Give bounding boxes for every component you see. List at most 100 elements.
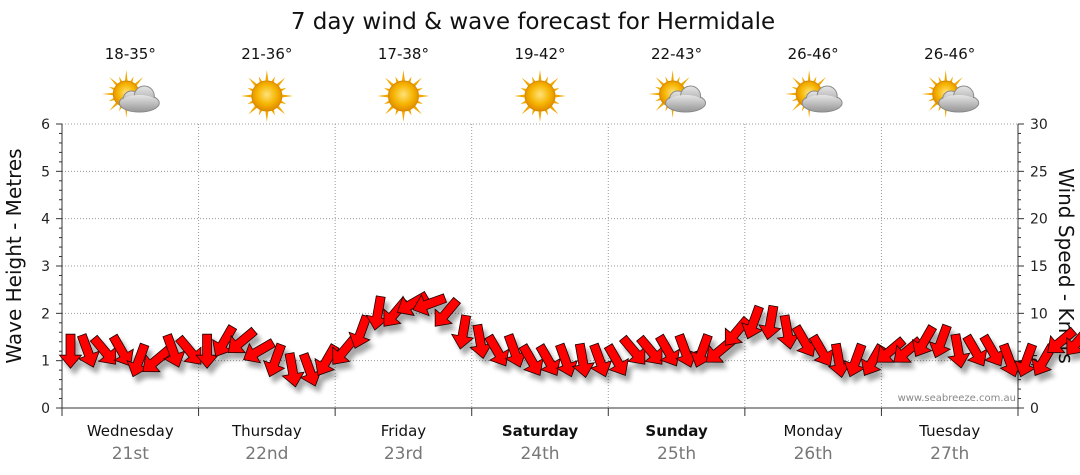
sun-ray	[240, 94, 253, 98]
wind-arrow	[412, 293, 448, 317]
sun-ray	[785, 92, 798, 96]
wind-arrow	[162, 333, 186, 368]
sunny-icon	[240, 70, 293, 122]
wind-arrow	[108, 333, 134, 367]
wind-arrow	[175, 334, 202, 365]
sun-ray	[944, 70, 948, 83]
day-date-label: 22nd	[245, 444, 288, 464]
wind-arrow	[758, 304, 782, 341]
left-tick-label: 5	[41, 164, 50, 180]
day-name-label: Tuesday	[918, 422, 980, 440]
wind-arrow	[243, 338, 276, 364]
sun-ray	[265, 70, 269, 83]
temp-range-label: 17-38°	[378, 45, 429, 63]
left-axis-ticks: 0 1 2 3 4 5 6	[41, 117, 62, 417]
sun-ray	[548, 104, 559, 115]
cloud-shape	[665, 85, 707, 113]
sunny-icon	[514, 70, 566, 122]
wind-arrow	[741, 304, 764, 340]
wind-arrow	[1066, 325, 1080, 356]
sun-ray	[417, 94, 430, 98]
sun-ray	[538, 70, 542, 83]
sunny-icon	[377, 70, 430, 122]
sun-ray	[953, 77, 963, 87]
wind-arrow	[947, 333, 971, 369]
sun-ray	[275, 77, 286, 88]
sun-ray	[133, 77, 144, 87]
wind-series	[58, 290, 1080, 388]
wind-arrow	[227, 326, 258, 354]
cloud-shape	[118, 85, 160, 113]
sun-disc	[387, 80, 419, 112]
wind-arrow	[58, 333, 83, 369]
cloud-shape	[938, 85, 980, 113]
wind-arrow	[434, 296, 462, 327]
sun-ray	[679, 77, 690, 87]
left-tick-label: 0	[41, 401, 50, 417]
sun-ray	[109, 101, 119, 111]
sun-ray	[401, 109, 406, 122]
sun-ray	[792, 77, 802, 87]
day-date-label: 27th	[930, 444, 969, 464]
wind-arrow	[928, 323, 952, 359]
day-date-label: 24th	[520, 444, 559, 464]
temp-range-label: 18-35°	[105, 45, 156, 63]
sun-ray	[385, 104, 395, 115]
sun-ray	[514, 94, 527, 98]
sun-ray	[248, 104, 259, 115]
sun-ray	[655, 101, 666, 111]
right-tick-label: 30	[1030, 117, 1048, 133]
wind-arrow	[603, 343, 629, 376]
sun-ray	[521, 104, 532, 115]
sun-ray	[538, 109, 542, 122]
wind-arrow	[77, 333, 100, 368]
wind-arrow	[450, 314, 475, 350]
sun-ray	[265, 109, 269, 122]
sun-ray	[921, 92, 934, 96]
sun-disc	[251, 80, 283, 112]
sun-ray	[521, 77, 532, 88]
wind-arrow	[674, 333, 698, 368]
wind-arrow	[1047, 326, 1078, 354]
chart-title: 7 day wind & wave forecast for Hermidale	[291, 9, 775, 35]
right-tick-label: 10	[1030, 306, 1048, 322]
right-tick-label: 0	[1030, 401, 1039, 417]
partly-cloudy-icon	[102, 70, 160, 118]
wind-arrow	[281, 352, 305, 388]
left-tick-label: 4	[41, 212, 50, 228]
sun-ray	[275, 104, 286, 115]
wind-arrow	[589, 342, 613, 378]
sun-ray	[816, 77, 827, 87]
wind-arrow	[876, 336, 907, 363]
temp-range-label: 26-46°	[788, 45, 839, 63]
sun-ray	[385, 77, 395, 88]
partly-cloudy-icon	[648, 70, 707, 118]
right-tick-label: 20	[1030, 212, 1048, 228]
day-name-label: Sunday	[645, 422, 708, 440]
sun-ray	[124, 70, 128, 83]
sun-ray	[548, 77, 559, 88]
sun-ray	[401, 70, 406, 83]
sun-ray	[412, 104, 422, 115]
day-date-label: 25th	[657, 444, 696, 464]
wind-arrow	[998, 342, 1022, 378]
sun-ray	[928, 101, 939, 111]
day-name-label: Wednesday	[87, 422, 174, 440]
partly-cloudy-icon	[921, 70, 980, 118]
day-name-label: Saturday	[502, 422, 579, 440]
sun-ray	[807, 70, 811, 83]
left-axis-title: Wave Height - Metres	[2, 148, 26, 363]
wind-arrow	[912, 324, 938, 357]
right-tick-label: 15	[1030, 259, 1048, 275]
weather-icons	[102, 70, 980, 122]
chart-grid	[62, 123, 1018, 408]
wind-arrow	[555, 342, 578, 378]
wind-arrow	[535, 343, 561, 376]
sun-ray	[109, 77, 119, 87]
temp-range-label: 19-42°	[514, 45, 565, 63]
wind-arrow	[484, 333, 510, 367]
day-name-label: Thursday	[231, 422, 302, 440]
left-tick-label: 2	[41, 306, 50, 322]
wind-arrow	[571, 342, 596, 379]
